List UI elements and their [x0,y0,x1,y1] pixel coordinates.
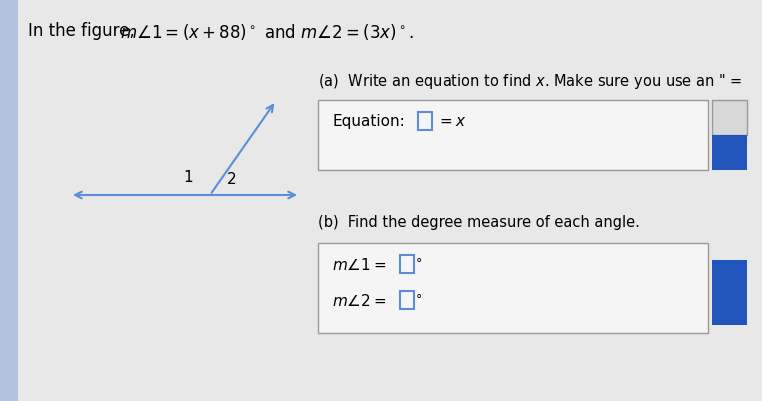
Text: 1: 1 [183,170,193,184]
Text: °: ° [416,257,422,270]
Bar [318,100,708,170]
Text: 2: 2 [227,172,237,186]
Bar [712,100,747,135]
Text: $= x$: $= x$ [437,114,467,129]
Text: °: ° [416,293,422,306]
Bar [712,135,747,170]
Text: (b)  Find the degree measure of each angle.: (b) Find the degree measure of each angl… [318,215,640,230]
Bar [0,0,18,401]
Text: $m\angle 1 =$: $m\angle 1 =$ [332,257,386,273]
Bar [418,112,432,130]
Text: Equation:: Equation: [332,114,405,129]
Bar [400,291,414,309]
Text: $m\angle 2 =$: $m\angle 2 =$ [332,293,386,309]
Text: $m\angle 1 = (x+88)^\circ$ and $m\angle 2 = (3x)^\circ$.: $m\angle 1 = (x+88)^\circ$ and $m\angle … [120,22,415,42]
Bar [712,260,747,325]
Text: In the figure,: In the figure, [28,22,140,40]
Text: (a)  Write an equation to find $x$. Make sure you use an " =: (a) Write an equation to find $x$. Make … [318,72,742,91]
Bar [318,243,708,333]
Bar [400,255,414,273]
